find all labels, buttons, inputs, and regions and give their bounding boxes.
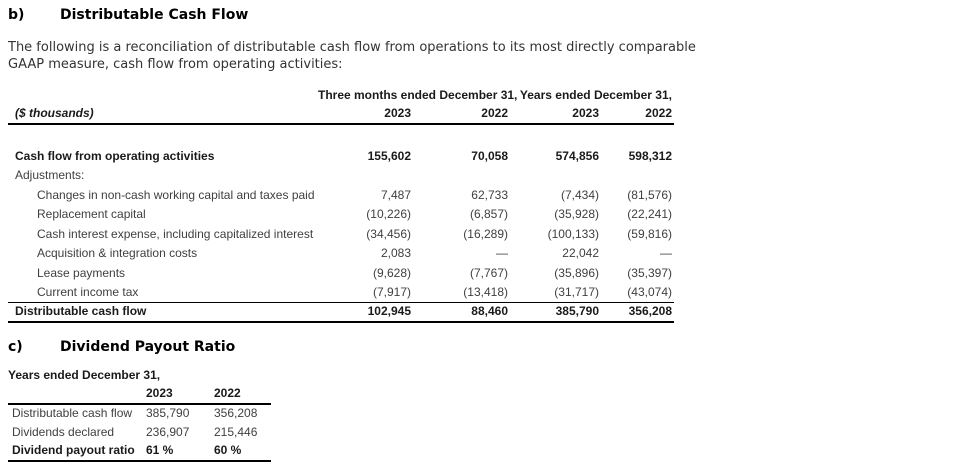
cell-value: 61 %: [145, 441, 213, 462]
cell-value: (10,226): [366, 207, 411, 221]
cell-value: 70,058: [471, 148, 508, 163]
cell-value: 574,856: [555, 148, 599, 163]
cell-value: (9,628): [372, 265, 411, 280]
table-row: Changes in non-cash working capital and …: [8, 185, 674, 205]
empty-cell: [8, 124, 674, 146]
row-label: Dividends declared: [12, 424, 115, 439]
cell-value: (43,074): [601, 282, 674, 303]
unit-label: ($ thousands): [8, 105, 318, 125]
cell-value: (7,917): [318, 282, 413, 303]
dividend-payout-table: 2023 2022 Distributable cash flow 385,79…: [8, 385, 271, 462]
cell-value: 7,487: [380, 187, 411, 202]
cell-value: 598,312: [628, 148, 672, 163]
table-row: Acquisition & integration costs 2,083 — …: [8, 244, 674, 264]
intro-paragraph: The following is a reconciliation of dis…: [8, 39, 964, 73]
cell-value: 236,907: [146, 424, 190, 439]
row-label: Cash flow from operating activities: [15, 148, 215, 163]
cell-value: 215,446: [214, 424, 258, 439]
cell-value: (35,397): [627, 265, 672, 280]
cell-value: —: [496, 246, 508, 260]
year-header: 2022: [413, 105, 510, 125]
cell-value: —: [660, 246, 672, 260]
section-c-title: Dividend Payout Ratio: [60, 338, 236, 355]
table-year-header-row: ($ thousands) 2023 2022 2023 2022: [8, 105, 674, 125]
row-label: Dividend payout ratio: [8, 441, 145, 462]
cell-value: [601, 166, 674, 186]
cell-value: 2,083: [380, 246, 411, 260]
section-b-marker: b): [8, 7, 25, 23]
column-group-header: Years ended December 31,: [519, 88, 672, 102]
cell-value: [318, 166, 413, 186]
payout-table-caption: Years ended December 31,: [8, 367, 161, 382]
cell-value: [413, 166, 510, 186]
table-row: Cash interest expense, including capital…: [8, 224, 674, 244]
cell-value: 155,602: [367, 148, 411, 163]
cell-value: 102,945: [318, 302, 413, 323]
row-label: Distributable cash flow: [12, 405, 133, 420]
row-label: Changes in non-cash working capital and …: [37, 187, 315, 202]
cell-value: 88,460: [413, 302, 510, 323]
table-row: Replacement capital (10,226) (6,857) (35…: [8, 205, 674, 225]
table-group-header-row: Three months ended December 31, Years en…: [8, 87, 674, 105]
cell-value: 60 %: [213, 441, 271, 462]
cell-value: (34,456): [366, 226, 411, 241]
cell-value: (6,857): [469, 207, 508, 221]
section-b-title: Distributable Cash Flow: [60, 7, 249, 23]
row-label: Acquisition & integration costs: [37, 246, 198, 260]
row-label: Cash interest expense, including capital…: [37, 226, 314, 241]
table-total-row: Distributable cash flow 102,945 88,460 3…: [8, 302, 674, 323]
cell-value: (7,767): [469, 265, 508, 280]
year-header: 2022: [213, 385, 271, 405]
table-row: Distributable cash flow 385,790 356,208: [8, 404, 271, 423]
table-year-header-row: 2023 2022: [8, 385, 271, 405]
dcf-reconciliation-table: Three months ended December 31, Years en…: [8, 87, 674, 323]
cell-value: 356,208: [601, 302, 674, 323]
cell-value: 356,208: [214, 405, 258, 420]
row-label: Distributable cash flow: [8, 302, 318, 323]
cell-value: 62,733: [471, 187, 508, 202]
cell-value: (13,418): [413, 282, 510, 303]
row-label: Current income tax: [8, 282, 318, 303]
section-c-marker: c): [8, 338, 23, 355]
cell-value: (59,816): [627, 226, 672, 241]
spacer-row: [8, 124, 674, 146]
table-total-row: Dividend payout ratio 61 % 60 %: [8, 441, 271, 462]
section-b-heading: b) Distributable Cash Flow: [8, 6, 964, 24]
cell-value: (16,289): [463, 226, 508, 241]
cell-value: (7,434): [560, 187, 599, 202]
intro-line: The following is a reconciliation of dis…: [8, 40, 696, 55]
row-label: Adjustments:: [15, 168, 85, 182]
cell-value: (35,928): [554, 207, 599, 221]
cell-value: (100,133): [547, 226, 599, 241]
cell-value: 22,042: [562, 246, 599, 260]
cell-value: (31,717): [510, 282, 601, 303]
cell-value: 385,790: [510, 302, 601, 323]
cell-value: [510, 166, 601, 186]
year-header: 2022: [601, 105, 674, 125]
row-label: Replacement capital: [37, 207, 146, 221]
table-row: Lease payments (9,628) (7,767) (35,896) …: [8, 263, 674, 283]
table-row: Dividends declared 236,907 215,446: [8, 423, 271, 442]
column-group-header: Three months ended December 31,: [318, 88, 518, 102]
year-header: 2023: [510, 105, 601, 125]
cell-value: (22,241): [627, 207, 672, 221]
empty-cell: [8, 87, 318, 105]
cell-value: 385,790: [146, 405, 190, 420]
table-row: Current income tax (7,917) (13,418) (31,…: [8, 282, 674, 303]
cell-value: (81,576): [627, 187, 672, 202]
intro-line: GAAP measure, cash flow from operating a…: [8, 57, 343, 72]
cell-value: (35,896): [554, 265, 599, 280]
year-header: 2023: [145, 385, 213, 405]
table-row: Cash flow from operating activities 155,…: [8, 146, 674, 166]
section-c-heading: c) Dividend Payout Ratio: [8, 338, 964, 356]
year-header: 2023: [318, 105, 413, 125]
empty-cell: [8, 385, 145, 405]
table-row: Adjustments:: [8, 166, 674, 186]
row-label: Lease payments: [37, 265, 126, 280]
